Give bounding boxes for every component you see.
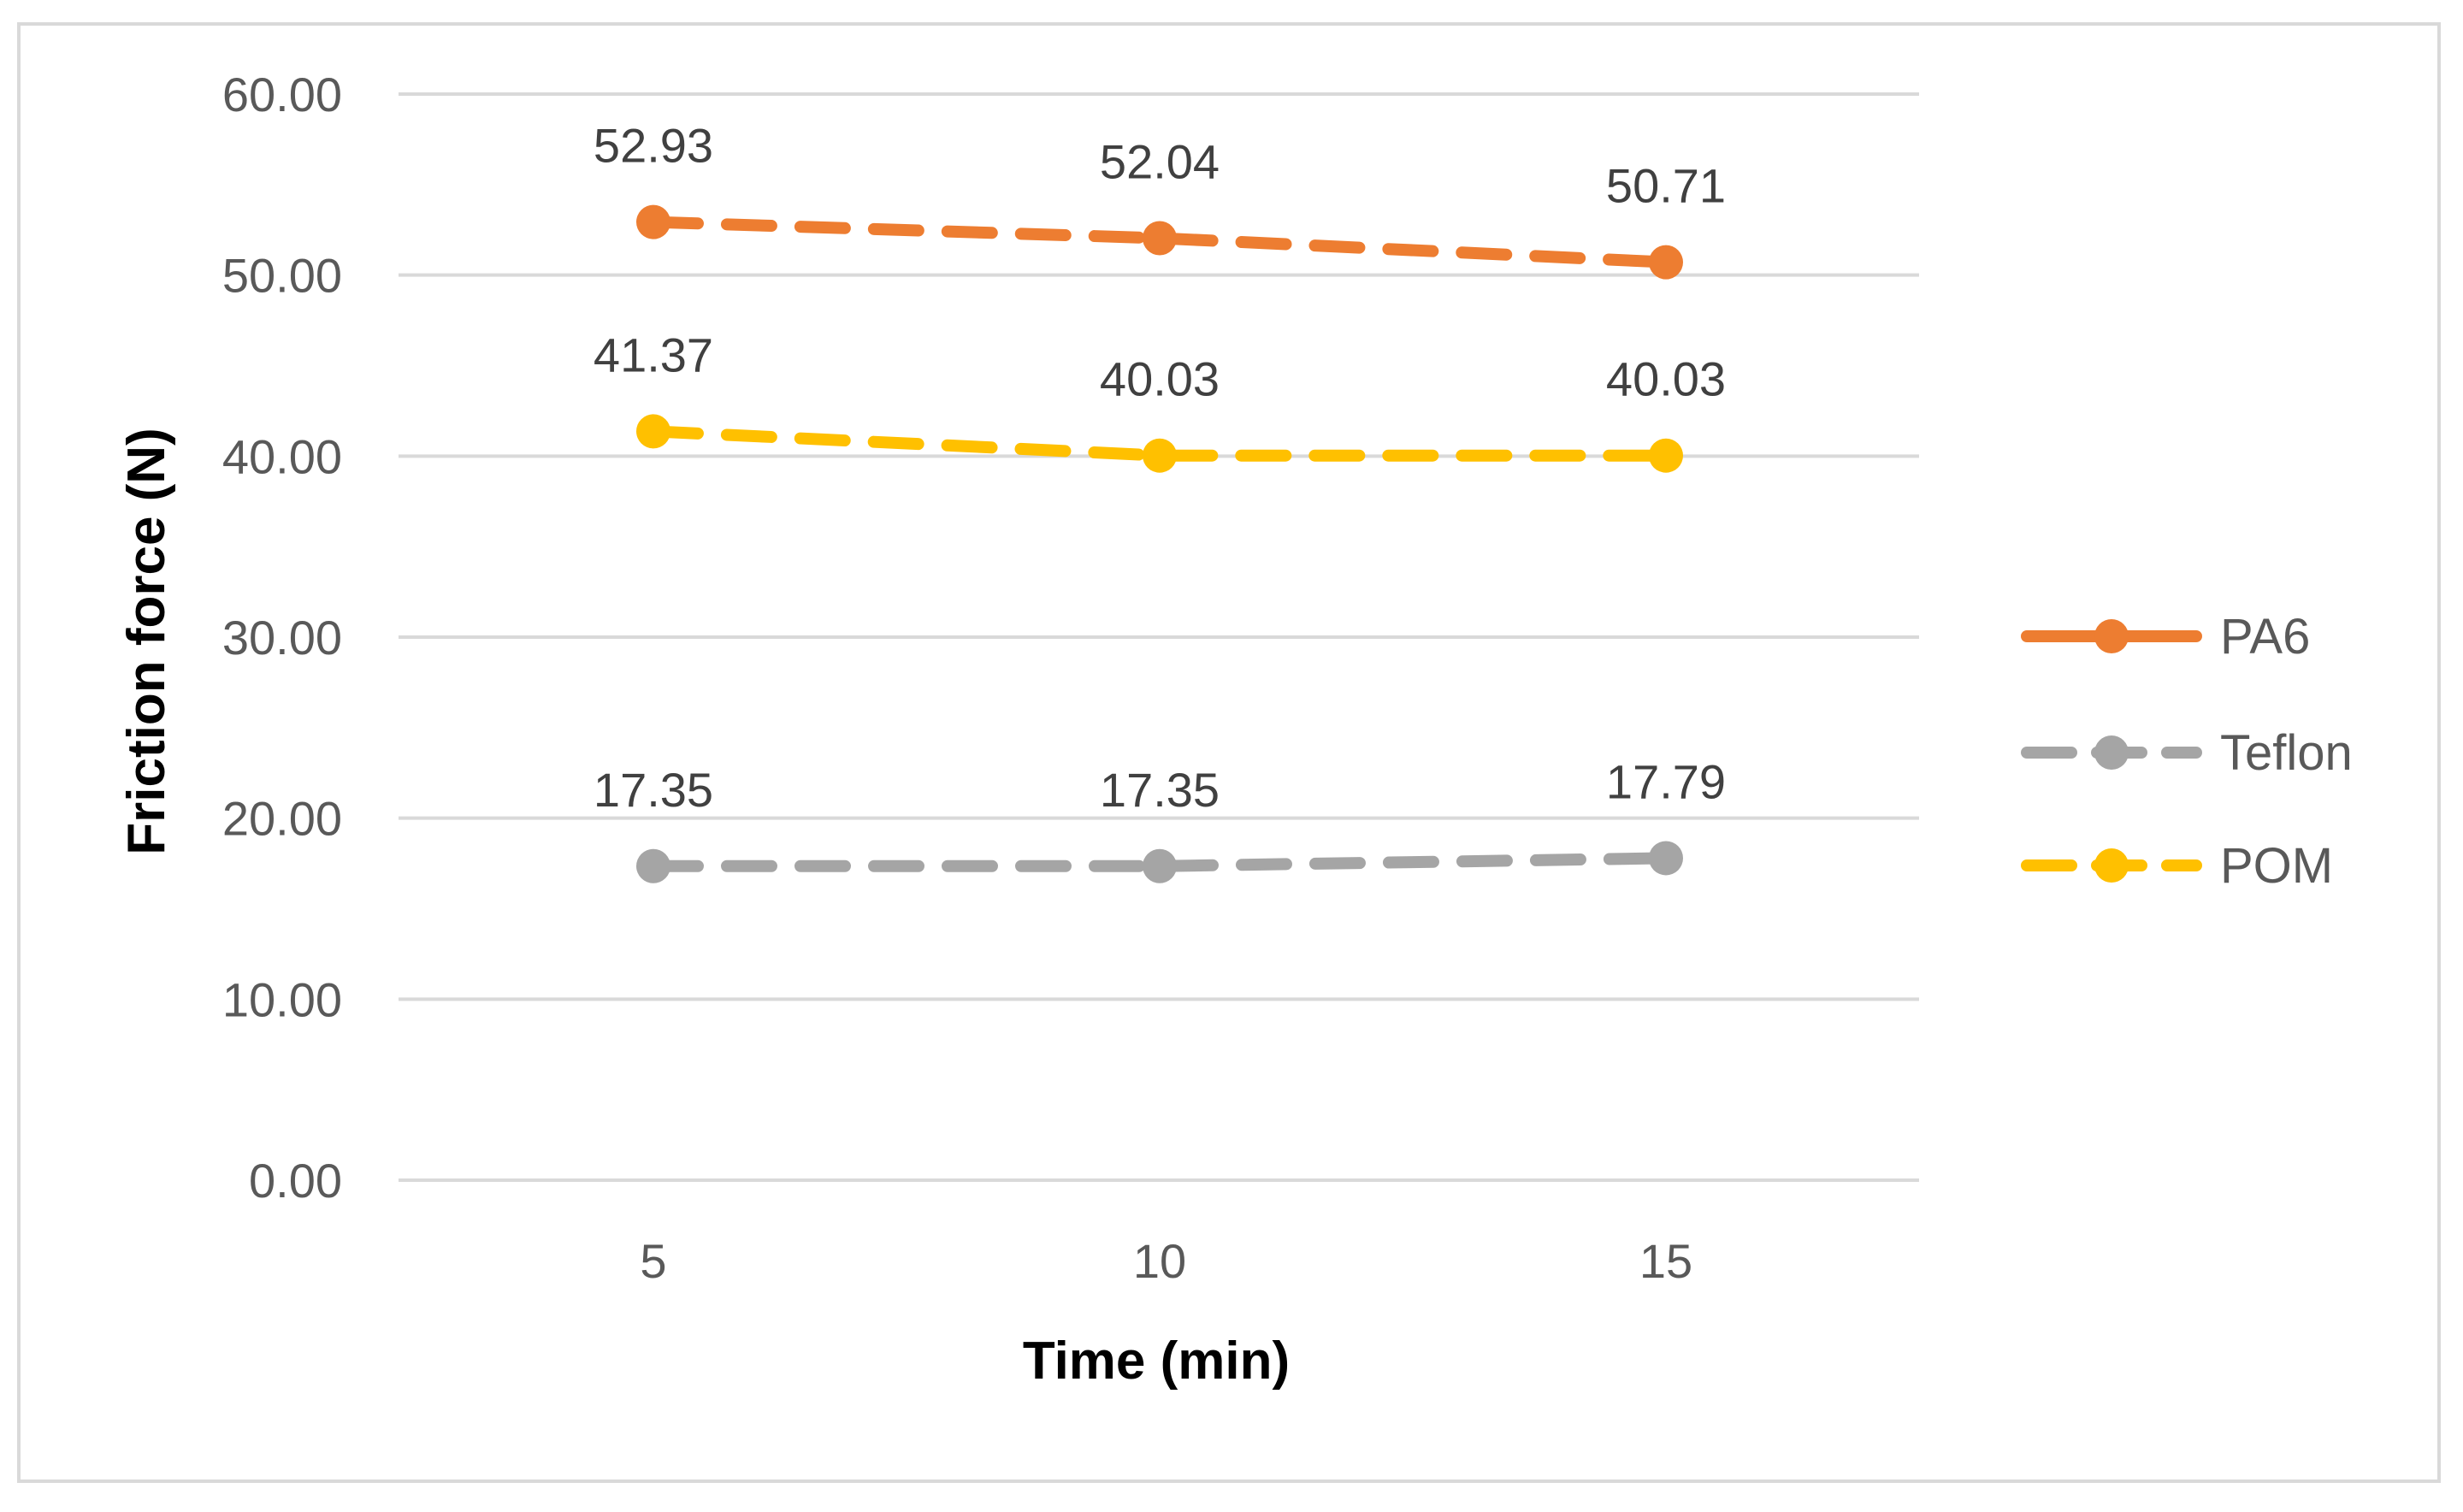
y-tick-label: 50.00 bbox=[222, 249, 342, 303]
legend-label-teflon: Teflon bbox=[2220, 725, 2353, 781]
legend-marker-pom bbox=[2094, 848, 2129, 883]
series-group bbox=[636, 204, 1683, 883]
y-axis-title: Friction force (N) bbox=[117, 428, 176, 854]
x-tick-label: 5 bbox=[640, 1234, 666, 1288]
data-label-pa6: 52.93 bbox=[594, 119, 713, 173]
series-line-pa6 bbox=[647, 216, 1672, 269]
legend: PA6 Teflon POM bbox=[2021, 609, 2353, 894]
data-point-teflon bbox=[1143, 848, 1177, 883]
data-label-teflon: 17.35 bbox=[594, 763, 713, 817]
x-tick-label: 10 bbox=[1133, 1234, 1186, 1288]
data-point-pom bbox=[1143, 438, 1177, 473]
legend-label-pa6: PA6 bbox=[2220, 609, 2310, 664]
y-tick-label: 30.00 bbox=[222, 611, 342, 664]
data-label-pom: 41.37 bbox=[594, 328, 713, 381]
legend-marker-teflon bbox=[2094, 735, 2129, 770]
data-point-teflon bbox=[636, 848, 670, 883]
y-tick-label: 40.00 bbox=[222, 429, 342, 483]
y-tick-label: 0.00 bbox=[249, 1154, 342, 1208]
y-tick-label: 60.00 bbox=[222, 68, 342, 121]
gridlines bbox=[399, 92, 1919, 1182]
y-tick-label: 10.00 bbox=[222, 972, 342, 1026]
legend-marker-pa6 bbox=[2094, 619, 2129, 653]
data-point-pa6 bbox=[636, 204, 670, 239]
series-line-teflon bbox=[647, 852, 1672, 872]
data-label-pa6: 50.71 bbox=[1606, 159, 1726, 213]
data-label-pom: 40.03 bbox=[1100, 352, 1220, 406]
data-point-pom bbox=[1649, 438, 1683, 473]
data-label-teflon: 17.79 bbox=[1606, 754, 1726, 808]
data-point-pa6 bbox=[1649, 245, 1683, 280]
data-point-teflon bbox=[1649, 841, 1683, 876]
data-point-pom bbox=[636, 414, 670, 449]
legend-label-pom: POM bbox=[2220, 838, 2333, 894]
data-point-pa6 bbox=[1143, 221, 1177, 256]
data-label-teflon: 17.35 bbox=[1100, 763, 1220, 817]
data-label-pom: 40.03 bbox=[1606, 352, 1726, 406]
data-label-pa6: 52.04 bbox=[1100, 134, 1220, 188]
x-axis-ticks: 5 10 15 bbox=[640, 1234, 1692, 1288]
x-tick-label: 15 bbox=[1639, 1234, 1692, 1288]
data-labels: 52.93 52.04 50.71 17.35 17.35 17.79 41.37 40.03… bbox=[594, 119, 1726, 817]
y-tick-label: 20.00 bbox=[222, 792, 342, 846]
y-axis-ticks: 0.00 10.00 20.00 30.00 40.00 50.00 60.00 bbox=[222, 68, 342, 1208]
x-axis-title: Time (min) bbox=[1023, 1332, 1290, 1391]
series-line-pom bbox=[647, 425, 1672, 462]
